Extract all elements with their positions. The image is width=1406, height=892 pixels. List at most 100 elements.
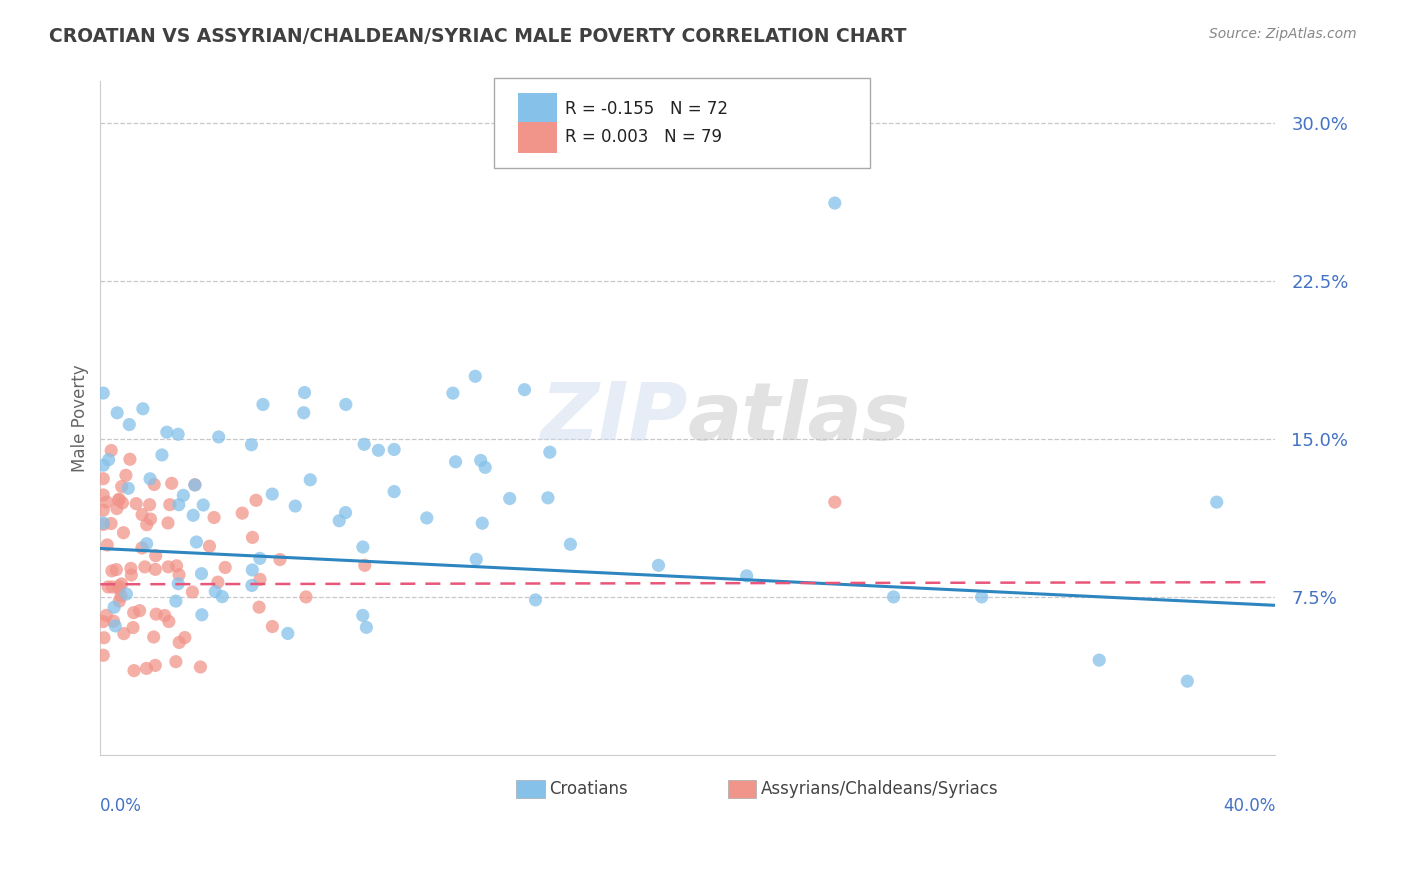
Point — [499, 491, 522, 506]
Point — [207, 575, 229, 590]
Point — [91, 503, 114, 517]
Point — [91, 516, 114, 530]
Point — [824, 495, 846, 509]
Point — [91, 488, 114, 502]
Point — [184, 477, 207, 491]
Point — [299, 473, 322, 487]
Point — [118, 417, 141, 432]
Point — [153, 608, 176, 623]
Point — [166, 558, 188, 573]
Point — [524, 593, 547, 607]
Point — [647, 558, 669, 573]
Point — [513, 383, 536, 397]
Text: Croatians: Croatians — [550, 780, 628, 797]
Point — [382, 484, 405, 499]
Point — [157, 516, 180, 530]
Point — [156, 425, 179, 440]
FancyBboxPatch shape — [517, 93, 557, 124]
Point — [115, 468, 138, 483]
Point — [167, 427, 190, 442]
Point — [537, 491, 560, 505]
Point — [157, 559, 180, 574]
Point — [142, 630, 165, 644]
Point — [125, 497, 148, 511]
Point — [103, 600, 125, 615]
Point — [367, 443, 389, 458]
FancyBboxPatch shape — [516, 780, 544, 798]
Point — [352, 540, 374, 554]
Point — [198, 539, 221, 553]
Point — [131, 508, 153, 522]
Point — [93, 631, 115, 645]
Point — [100, 516, 122, 531]
Point — [105, 563, 128, 577]
Text: 40.0%: 40.0% — [1223, 797, 1275, 814]
Point — [122, 621, 145, 635]
Point — [240, 563, 263, 577]
Point — [353, 558, 375, 573]
Point — [91, 648, 114, 663]
Point — [97, 452, 120, 467]
Text: CROATIAN VS ASSYRIAN/CHALDEAN/SYRIAC MALE POVERTY CORRELATION CHART: CROATIAN VS ASSYRIAN/CHALDEAN/SYRIAC MAL… — [49, 27, 907, 45]
Point — [262, 487, 284, 501]
Point — [214, 560, 236, 574]
Text: R = 0.003   N = 79: R = 0.003 N = 79 — [565, 128, 721, 146]
Point — [262, 619, 284, 633]
Point — [249, 551, 271, 566]
Point — [1088, 653, 1111, 667]
Point — [284, 499, 307, 513]
Point — [252, 397, 274, 411]
Point — [112, 626, 135, 640]
Point — [247, 600, 270, 615]
Point — [190, 566, 212, 581]
Point — [107, 493, 129, 508]
Point — [96, 538, 118, 552]
Point — [120, 568, 142, 582]
Point — [211, 590, 233, 604]
Text: ZIP: ZIP — [540, 379, 688, 457]
Point — [242, 530, 264, 544]
Point — [139, 512, 162, 526]
Point — [883, 590, 905, 604]
Point — [111, 496, 134, 510]
Point — [441, 386, 464, 401]
Point — [560, 537, 582, 551]
Point — [167, 576, 190, 591]
Point — [91, 386, 114, 401]
Point — [135, 536, 157, 550]
Point — [150, 448, 173, 462]
Point — [167, 635, 190, 649]
Point — [111, 479, 134, 493]
Point — [96, 495, 118, 509]
Point — [122, 664, 145, 678]
Point — [464, 369, 486, 384]
Point — [132, 401, 155, 416]
Point — [91, 615, 114, 629]
Point — [240, 438, 263, 452]
Point — [103, 614, 125, 628]
Point — [356, 620, 378, 634]
Point — [465, 552, 488, 566]
Point — [128, 604, 150, 618]
Point — [122, 606, 145, 620]
Point — [538, 445, 561, 459]
Point — [186, 535, 208, 549]
Point — [245, 493, 267, 508]
Point — [104, 619, 127, 633]
Point — [110, 589, 132, 603]
FancyBboxPatch shape — [728, 780, 756, 798]
Point — [105, 501, 128, 516]
Point — [172, 488, 194, 502]
Point — [471, 516, 494, 531]
Point — [208, 430, 231, 444]
Point — [143, 562, 166, 576]
Point — [1205, 495, 1227, 509]
Point — [145, 549, 167, 563]
Point — [115, 587, 138, 601]
Point — [328, 514, 350, 528]
Point — [184, 478, 207, 492]
Text: atlas: atlas — [688, 379, 911, 457]
Point — [101, 580, 124, 594]
Point — [204, 584, 226, 599]
Y-axis label: Male Poverty: Male Poverty — [72, 364, 89, 472]
